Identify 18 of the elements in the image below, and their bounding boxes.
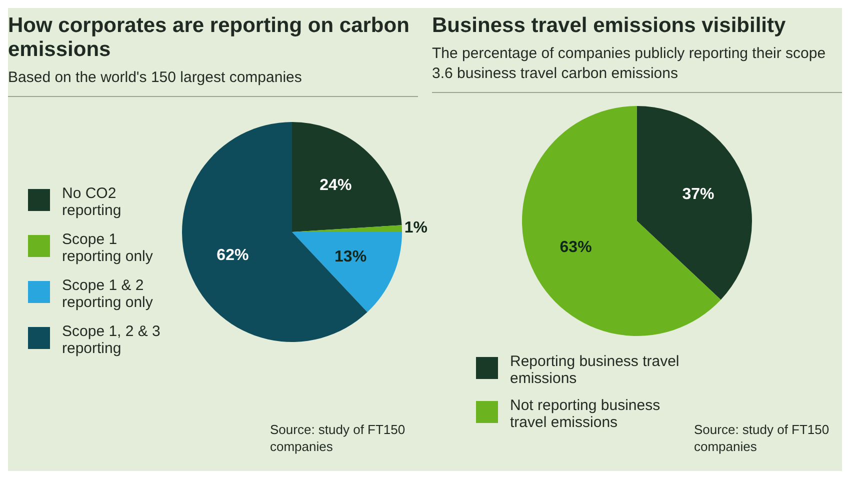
legend-label: Scope 1 & 2 reporting only [62,277,154,311]
legend-label: Reporting business travel emissions [510,353,680,387]
legend-label: Not reporting business travel emissions [510,397,662,431]
source-note: Source: study of FT150 companies [694,421,830,455]
data-label: 37% [682,186,714,203]
legend-label: Scope 1, 2 & 3 reporting [62,323,162,357]
data-label: 24% [320,176,352,194]
data-label: 63% [560,238,592,256]
data-label: 62% [216,246,249,264]
data-label: 13% [334,248,367,266]
chart-subtitle: The percentage of companies publicly reporting their scope 3.6 business travel carbon emissions [432,44,842,93]
source-note: Source: study of FT150 companies [270,421,406,455]
chart-title: How corporates are reporting on carbon emissions [8,14,410,62]
data-label: 1% [404,220,428,237]
legend-label: Scope 1 reporting only [62,231,154,265]
legend-label: No CO2 reporting [62,185,122,219]
chart-title: Business travel emissions visibility [432,14,787,38]
chart-subtitle: Based on the world's 150 largest companies [8,68,418,97]
